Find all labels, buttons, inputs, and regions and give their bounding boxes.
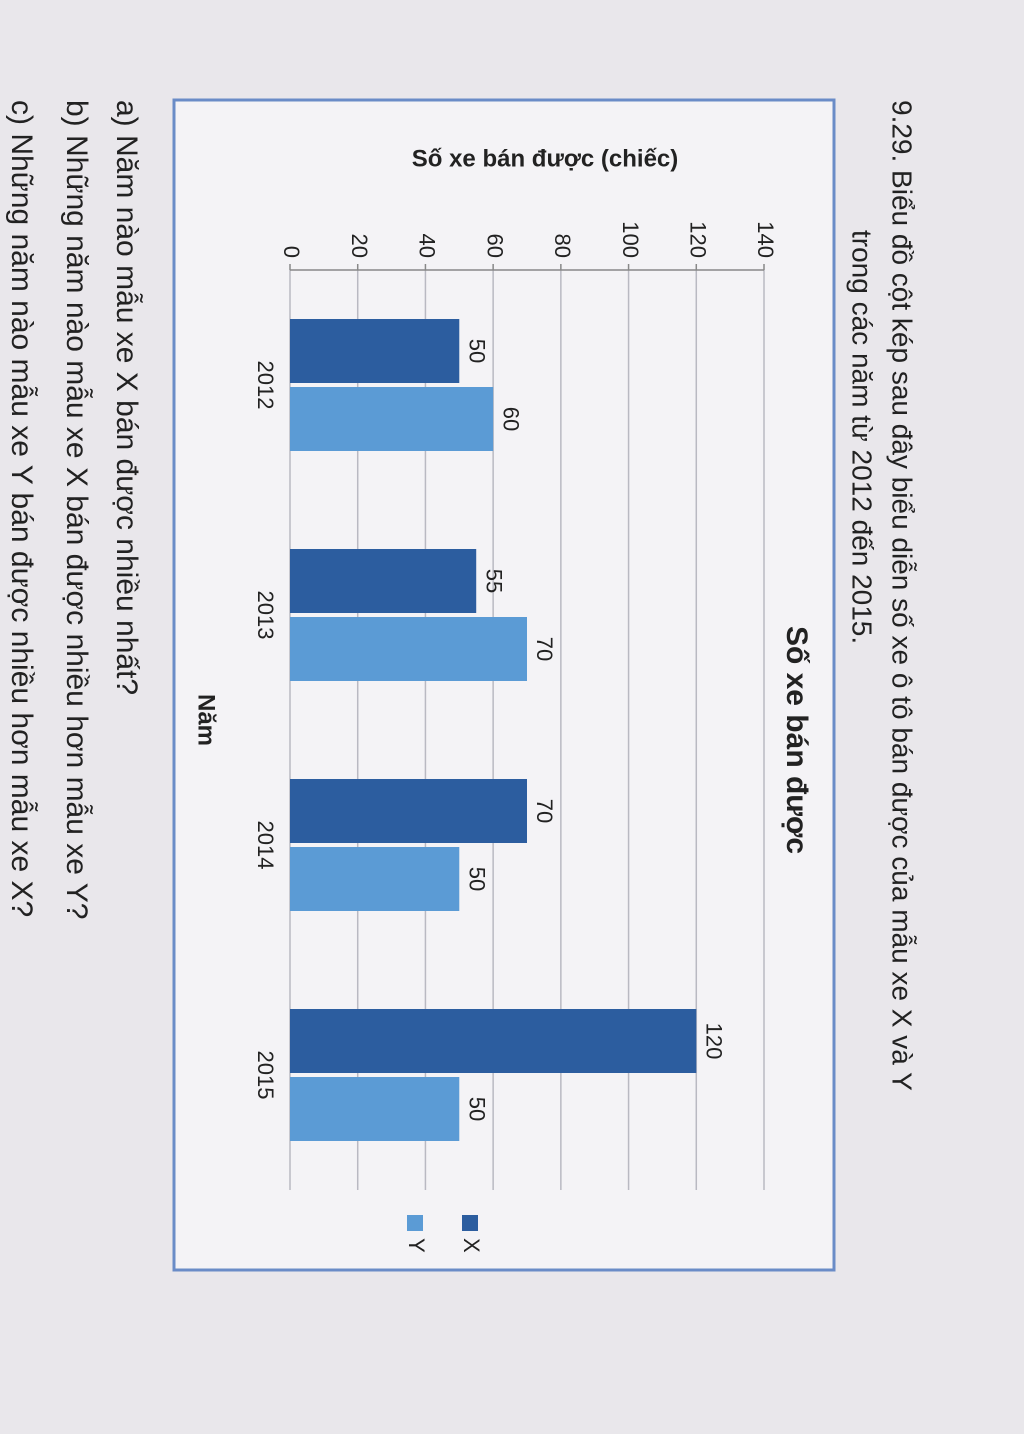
y-tick-label: 120 (685, 221, 710, 258)
y-tick-label: 80 (550, 234, 575, 258)
y-tick-label: 100 (618, 221, 643, 258)
data-label: 50 (464, 339, 489, 363)
bar (290, 617, 527, 681)
x-tick-label: 2015 (253, 1051, 278, 1100)
legend-swatch (462, 1215, 478, 1231)
data-label: 50 (464, 867, 489, 891)
legend-swatch (407, 1215, 423, 1231)
legend-label: Y (404, 1238, 429, 1253)
bar (290, 779, 527, 843)
y-tick-label: 40 (415, 234, 440, 258)
x-tick-label: 2014 (253, 821, 278, 870)
data-label: 70 (532, 637, 557, 661)
bar (289, 319, 460, 383)
chart-title: Số xe bán được (780, 626, 813, 854)
question: b) Những năm nào mẫu xe X bán được nhiều… (60, 100, 93, 919)
bar (289, 847, 460, 911)
data-label: 60 (498, 407, 523, 431)
y-tick-label: 140 (753, 221, 778, 258)
bar (290, 1009, 697, 1073)
legend-label: X (459, 1238, 484, 1253)
x-tick-label: 2012 (253, 361, 278, 410)
x-tick-label: 2013 (253, 591, 278, 640)
rotated-page: 9.29. Biểu đồ cột kép sau đây biểu diễn … (5, 98, 918, 1272)
data-label: 120 (701, 1023, 726, 1060)
question: c) Những năm nào mẫu xe Y bán được nhiều… (5, 100, 38, 917)
problem-line: trong các năm từ 2012 đến 2015. (847, 230, 878, 644)
data-label: 55 (481, 569, 506, 593)
y-tick-label: 20 (347, 234, 372, 258)
bar (290, 549, 477, 613)
problem-line: 9.29. Biểu đồ cột kép sau đây biểu diễn … (887, 100, 918, 1091)
y-tick-label: 60 (482, 234, 507, 258)
bar (290, 387, 494, 451)
data-label: 70 (532, 799, 557, 823)
bar (289, 1077, 460, 1141)
y-axis-title: Số xe bán được (chiếc) (412, 145, 679, 172)
data-label: 50 (464, 1097, 489, 1121)
x-axis-title: Năm (193, 694, 220, 746)
y-tick-label: 0 (279, 246, 304, 258)
question: a) Năm nào mẫu xe X bán được nhiều nhất? (110, 100, 143, 695)
